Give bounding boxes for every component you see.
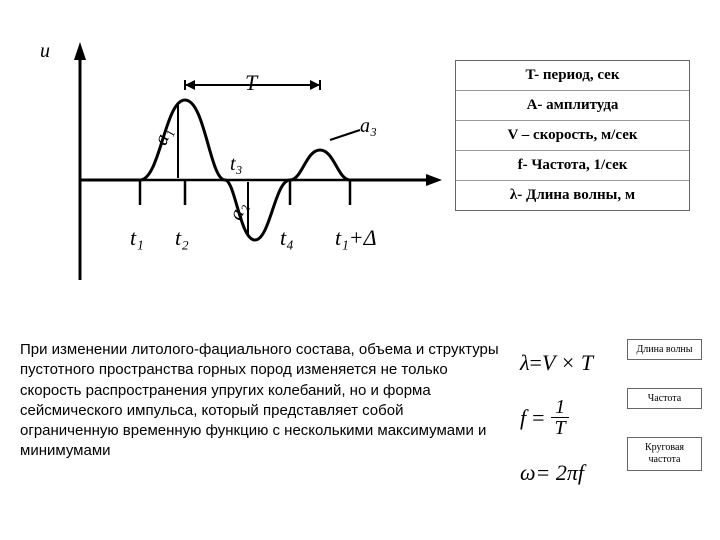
f2-lhs: f: [520, 405, 526, 431]
time-label-t3: t₃: [230, 153, 243, 176]
formula-wavelength: λ = V × T: [520, 335, 640, 390]
legend-item: T- период, сек: [456, 61, 689, 91]
period-label: T: [245, 70, 257, 96]
waveform-diagram: u T a₁ a₂ a₃ t₃ t₁ t₂ t₄ t₁+Δ: [30, 30, 450, 310]
time-label-t4: t₄: [280, 225, 294, 251]
formula-label: Длина волны: [627, 339, 702, 360]
formulas-block: λ = V × T f = 1 T ω = 2πf: [520, 335, 640, 500]
f1-rhs: V × T: [542, 350, 593, 376]
f2-frac: 1 T: [551, 397, 570, 438]
f3-lhs: ω: [520, 460, 536, 486]
legend-item: λ- Длина волны, м: [456, 181, 689, 210]
formula-label: Частота: [627, 388, 702, 409]
time-label-t1: t₁: [130, 225, 144, 251]
legend-item: V – скорость, м/сек: [456, 121, 689, 151]
f2-num: 1: [551, 397, 569, 418]
f1-lhs: λ: [520, 350, 530, 376]
axis-label-u: u: [40, 40, 50, 63]
amp-label-a3: a₃: [360, 115, 377, 138]
f2-den: T: [551, 418, 570, 438]
legend-box: T- период, сек A- амплитуда V – скорость…: [455, 60, 690, 211]
legend-item: f- Частота, 1/сек: [456, 151, 689, 181]
f3-rhs: = 2πf: [536, 460, 584, 486]
f2-eq: =: [532, 405, 544, 431]
time-label-t1d: t₁+Δ: [335, 225, 377, 251]
formula-label: Круговая частота: [627, 437, 702, 471]
description-paragraph: При изменении литолого-фациального соста…: [20, 340, 500, 462]
time-label-t2: t₂: [175, 225, 189, 251]
formula-angular: ω = 2πf: [520, 445, 640, 500]
formula-frequency: f = 1 T: [520, 390, 640, 445]
formula-labels: Длина волны Частота Круговая частота: [627, 335, 702, 499]
f1-eq: =: [530, 350, 542, 376]
legend-item: A- амплитуда: [456, 91, 689, 121]
